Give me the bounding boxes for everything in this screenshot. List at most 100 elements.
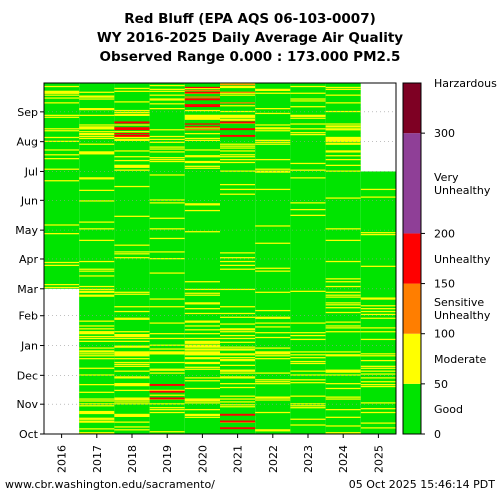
heatmap-day-cell (114, 355, 150, 357)
heatmap-day-cell (290, 424, 326, 426)
heatmap-day-cell (184, 337, 220, 340)
heatmap-day-cell (149, 352, 185, 354)
heatmap-day-cell (184, 341, 220, 343)
heatmap-day-cell (255, 429, 291, 431)
heatmap-day-cell (149, 217, 185, 219)
heatmap-day-cell (325, 143, 361, 145)
heatmap-day-cell (79, 143, 115, 145)
heatmap-day-cell (114, 358, 150, 360)
heatmap-day-cell (325, 86, 361, 89)
heatmap-day-cell (114, 361, 150, 364)
heatmap-day-cell (184, 89, 220, 91)
heatmap-day-cell (220, 188, 256, 191)
heatmap-column-2020 (184, 83, 220, 434)
heatmap-day-cell (184, 126, 220, 128)
heatmap-day-cell (184, 155, 220, 157)
footer-source[interactable]: www.cbr.washington.edu/sacramento/ (5, 478, 215, 491)
heatmap-day-cell (79, 400, 115, 402)
heatmap-day-cell (290, 128, 326, 130)
heatmap-day-cell (255, 351, 291, 353)
heatmap-day-cell (114, 113, 150, 116)
heatmap-event-cell (220, 427, 256, 430)
heatmap-day-cell (149, 146, 185, 148)
heatmap-day-cell (44, 91, 80, 93)
heatmap-day-cell (149, 353, 185, 355)
heatmap-day-cell (360, 422, 396, 424)
heatmap-day-cell (114, 109, 150, 112)
heatmap-day-cell (184, 116, 220, 118)
heatmap-day-cell (184, 346, 220, 348)
heatmap-day-cell (79, 418, 115, 420)
heatmap-day-cell (184, 414, 220, 417)
heatmap-day-cell (290, 374, 326, 376)
heatmap-day-cell (44, 283, 80, 286)
x-tick-label-2018: 2018 (126, 445, 139, 473)
heatmap-day-cell (290, 362, 326, 365)
heatmap-day-cell (44, 102, 80, 104)
heatmap-day-cell (184, 353, 220, 355)
heatmap-day-cell (220, 154, 256, 156)
y-tick-label-dec: Dec (17, 369, 38, 382)
heatmap-day-cell (360, 327, 396, 329)
heatmap-day-cell (360, 310, 396, 313)
heatmap-day-cell (184, 86, 220, 89)
heatmap-day-cell (149, 403, 185, 405)
heatmap-day-cell (149, 348, 185, 350)
heatmap-day-cell (184, 357, 220, 359)
heatmap-day-cell (44, 97, 80, 99)
heatmap-day-cell (360, 383, 396, 386)
heatmap-day-cell (255, 267, 291, 269)
heatmap-column-bg (220, 83, 256, 434)
heatmap-day-cell (79, 127, 115, 129)
heatmap-day-cell (325, 170, 361, 172)
colorbar-tick-label: 100 (434, 328, 455, 341)
heatmap-day-cell (184, 354, 220, 356)
heatmap-day-cell (255, 322, 291, 324)
heatmap-column-2017 (79, 83, 115, 434)
heatmap-day-cell (79, 350, 115, 352)
heatmap-day-cell (114, 159, 150, 162)
heatmap-event-cell (184, 98, 220, 101)
heatmap-day-cell (255, 353, 291, 355)
heatmap-day-cell (360, 355, 396, 357)
heatmap-day-cell (44, 128, 80, 130)
heatmap-day-cell (149, 372, 185, 374)
heatmap-day-cell (325, 155, 361, 157)
heatmap-day-cell (79, 275, 115, 277)
heatmap-day-cell (290, 360, 326, 363)
heatmap-day-cell (325, 151, 361, 153)
heatmap-day-cell (325, 102, 361, 104)
heatmap-day-cell (44, 130, 80, 132)
heatmap-day-cell (184, 288, 220, 291)
heatmap-day-cell (184, 292, 220, 294)
heatmap-day-cell (290, 214, 326, 217)
heatmap-day-cell (325, 374, 361, 376)
colorbar-category-label: Unhealthy (434, 253, 491, 266)
heatmap-day-cell (325, 354, 361, 356)
heatmap-day-cell (220, 158, 256, 161)
heatmap-day-cell (325, 158, 361, 161)
heatmap-day-cell (149, 108, 185, 110)
heatmap-day-cell (255, 139, 291, 141)
heatmap-day-cell (79, 98, 115, 100)
heatmap-day-cell (79, 335, 115, 338)
heatmap-day-cell (290, 92, 326, 94)
heatmap-day-cell (149, 361, 185, 364)
heatmap-day-cell (255, 317, 291, 319)
heatmap-day-cell (325, 408, 361, 411)
heatmap-day-cell (114, 363, 150, 366)
heatmap-day-cell (325, 94, 361, 96)
heatmap-day-cell (184, 400, 220, 402)
heatmap-day-cell (79, 374, 115, 376)
heatmap-day-cell (184, 358, 220, 360)
heatmap-day-cell (114, 398, 150, 400)
heatmap-day-cell (44, 149, 80, 151)
heatmap-day-cell (290, 405, 326, 407)
x-tick-label-2023: 2023 (302, 445, 315, 473)
heatmap-day-cell (290, 115, 326, 117)
heatmap-day-cell (79, 135, 115, 138)
heatmap-day-cell (290, 114, 326, 116)
heatmap-day-cell (114, 383, 150, 386)
heatmap-day-cell (79, 95, 115, 97)
heatmap-day-cell (184, 117, 220, 119)
